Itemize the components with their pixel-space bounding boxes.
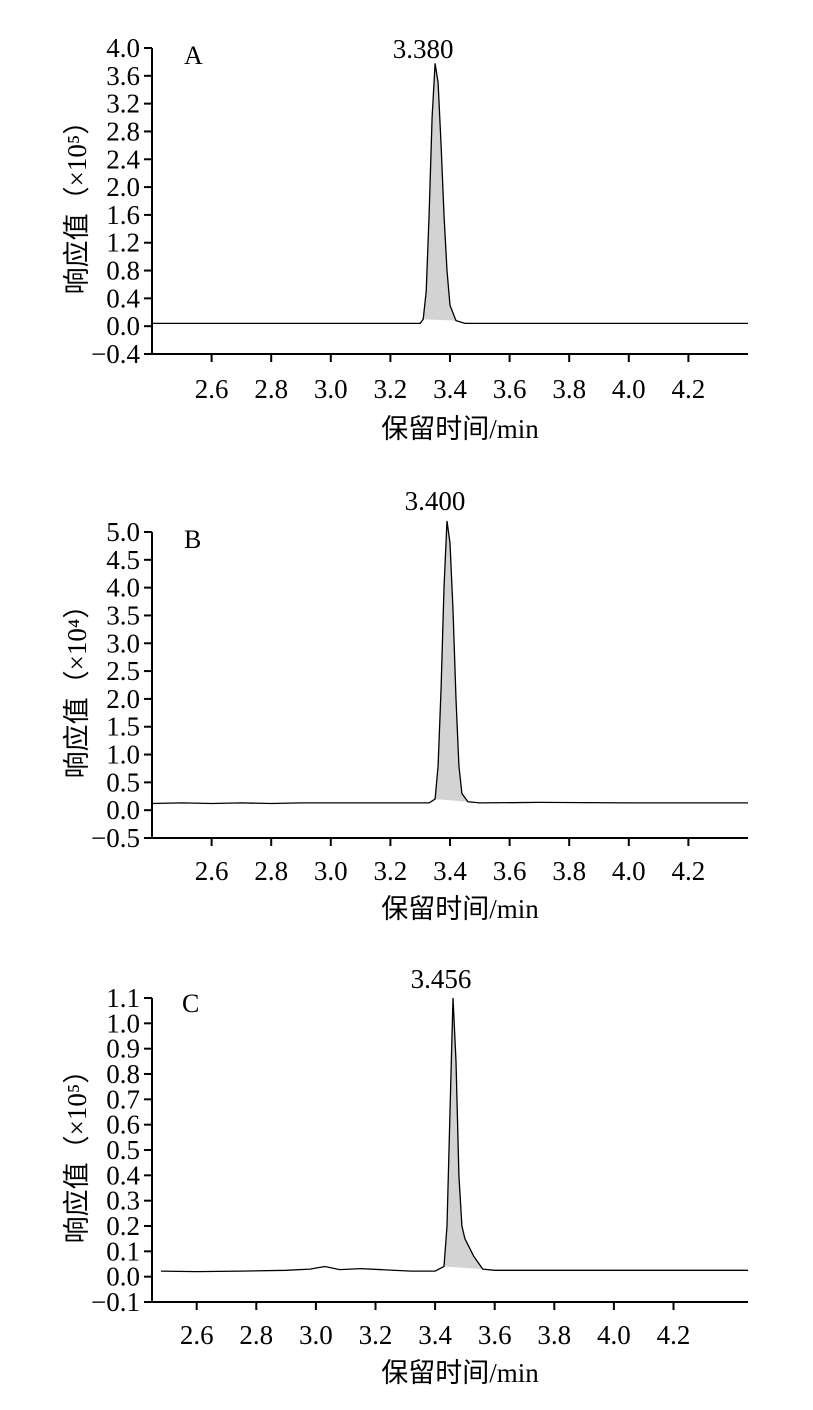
peak-fill [423, 63, 456, 321]
chart-panel-c: −0.10.00.10.20.30.40.50.60.70.80.91.01.1… [62, 964, 748, 1388]
y-tick-label: 3.5 [106, 600, 140, 630]
peak-retention-label: 3.400 [405, 486, 466, 516]
x-tick-label: 4.0 [612, 856, 646, 886]
peak-fill [435, 520, 468, 802]
x-tick-label: 3.4 [418, 1320, 452, 1350]
x-tick-label: 3.6 [478, 1320, 512, 1350]
y-tick-label: 4.5 [106, 545, 140, 575]
y-tick-label: −0.1 [91, 1287, 140, 1317]
y-tick-label: 0.4 [106, 1160, 140, 1190]
x-tick-label: 3.4 [433, 856, 467, 886]
y-tick-label: 0.7 [106, 1084, 140, 1114]
y-axis-label: 响应值（×10⁴） [62, 592, 92, 779]
y-tick-label: 2.0 [106, 684, 140, 714]
x-tick-label: 3.4 [433, 374, 467, 404]
series-line [151, 520, 748, 805]
x-tick-label: 3.0 [314, 374, 348, 404]
y-tick-label: 0.5 [106, 767, 140, 797]
x-tick-label: 2.6 [195, 374, 229, 404]
y-tick-label: 0.9 [106, 1034, 140, 1064]
x-axis-label: 保留时间/min [381, 1358, 539, 1388]
x-axis-label: 保留时间/min [381, 894, 539, 924]
peak-fill [444, 998, 483, 1270]
x-tick-label: 4.2 [672, 374, 706, 404]
x-tick-label: 3.0 [314, 856, 348, 886]
chart-panel-a: −0.40.00.40.81.21.62.02.42.83.23.64.02.6… [62, 33, 748, 444]
series-line [152, 63, 748, 325]
y-tick-label: 4.0 [106, 573, 140, 603]
y-tick-label: 0.4 [106, 283, 140, 313]
panel-letter: C [182, 989, 199, 1018]
y-tick-label: 0.0 [106, 795, 140, 825]
y-axis-label: 响应值（×10⁵） [62, 1057, 92, 1244]
y-tick-label: 0.5 [106, 1135, 140, 1165]
y-tick-label: 3.6 [106, 61, 140, 91]
y-tick-label: 0.1 [106, 1236, 140, 1266]
x-tick-label: 3.2 [359, 1320, 393, 1350]
y-tick-label: 3.2 [106, 89, 140, 119]
x-tick-label: 3.2 [374, 374, 408, 404]
y-tick-label: 1.1 [106, 983, 140, 1013]
y-tick-label: 0.3 [106, 1186, 140, 1216]
x-tick-label: 2.8 [254, 856, 288, 886]
x-tick-label: 4.2 [657, 1320, 691, 1350]
x-tick-label: 3.6 [493, 856, 527, 886]
y-tick-label: 1.0 [106, 740, 140, 770]
y-tick-label: 1.6 [106, 200, 140, 230]
panel-letter: A [184, 41, 203, 70]
panel-letter: B [184, 525, 201, 554]
peak-retention-label: 3.456 [411, 964, 472, 994]
x-axis-label: 保留时间/min [381, 414, 539, 444]
y-tick-label: 0.6 [106, 1110, 140, 1140]
chart-panel-b: −0.50.00.51.01.52.02.53.03.54.04.55.02.6… [62, 486, 748, 924]
y-tick-label: 1.5 [106, 712, 140, 742]
series-line [160, 997, 748, 1273]
y-tick-label: 2.0 [106, 172, 140, 202]
x-tick-label: 2.8 [254, 374, 288, 404]
x-tick-label: 3.8 [552, 856, 586, 886]
x-tick-label: 2.8 [239, 1320, 273, 1350]
y-tick-label: 2.4 [106, 144, 140, 174]
x-tick-label: 4.0 [612, 374, 646, 404]
y-tick-label: 0.0 [106, 311, 140, 341]
x-tick-label: 3.8 [552, 374, 586, 404]
y-tick-label: 1.2 [106, 228, 140, 258]
x-tick-label: 4.0 [597, 1320, 631, 1350]
x-tick-label: 2.6 [195, 856, 229, 886]
x-tick-label: 3.0 [299, 1320, 333, 1350]
y-tick-label: −0.4 [91, 339, 140, 369]
x-tick-label: 2.6 [180, 1320, 214, 1350]
y-tick-label: 4.0 [106, 33, 140, 63]
y-tick-label: 1.0 [106, 1008, 140, 1038]
peak-retention-label: 3.380 [393, 34, 454, 64]
y-tick-label: 0.8 [106, 256, 140, 286]
x-tick-label: 3.2 [374, 856, 408, 886]
y-tick-label: 3.0 [106, 628, 140, 658]
y-tick-label: −0.5 [91, 823, 140, 853]
y-tick-label: 2.5 [106, 656, 140, 686]
x-tick-label: 3.6 [493, 374, 527, 404]
y-axis-label: 响应值（×10⁵） [62, 108, 92, 295]
y-tick-label: 0.0 [106, 1262, 140, 1292]
x-tick-label: 4.2 [672, 856, 706, 886]
x-tick-label: 3.8 [537, 1320, 571, 1350]
y-tick-label: 0.2 [106, 1211, 140, 1241]
y-tick-label: 2.8 [106, 116, 140, 146]
y-tick-label: 5.0 [106, 517, 140, 547]
y-tick-label: 0.8 [106, 1059, 140, 1089]
